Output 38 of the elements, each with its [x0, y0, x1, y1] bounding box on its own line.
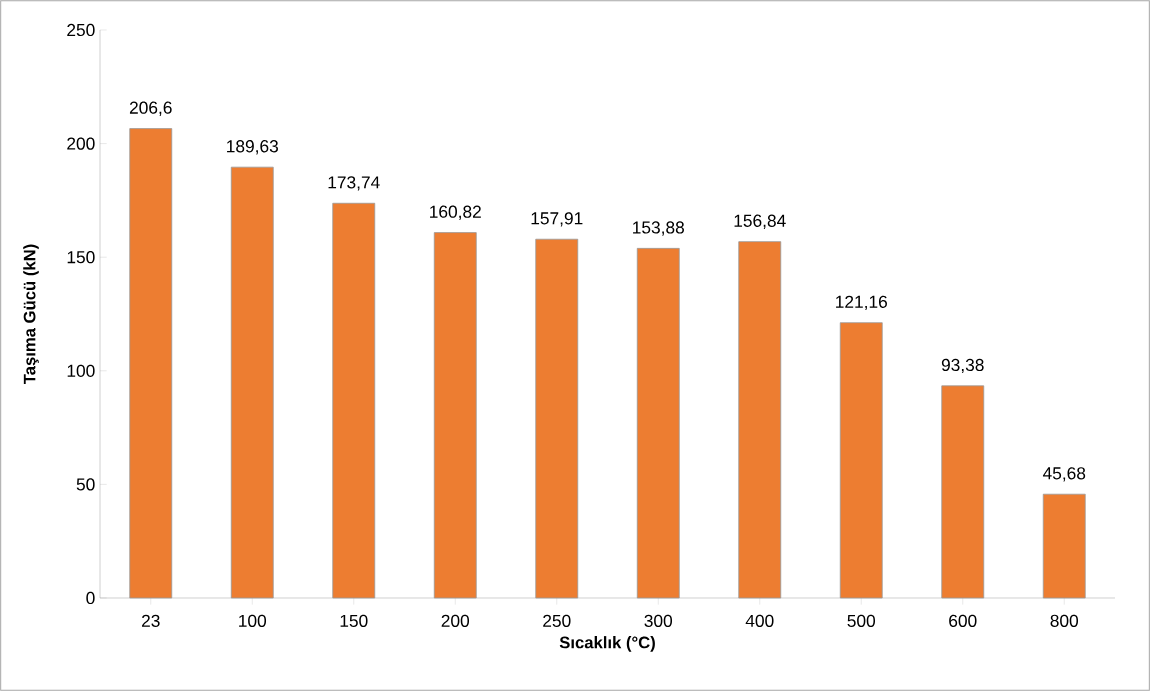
x-tick-label: 500 [847, 614, 876, 627]
bar [941, 385, 985, 599]
bar [230, 166, 274, 599]
data-label: 93,38 [941, 358, 984, 374]
data-label: 157,91 [531, 212, 583, 227]
data-label: 121,16 [836, 295, 887, 310]
y-tick-label: 150 [67, 251, 95, 264]
data-label: 153,88 [633, 221, 684, 236]
data-label: 156,84 [734, 214, 786, 229]
data-label: 189,63 [227, 140, 278, 155]
data-label: 160,82 [430, 205, 481, 220]
bar [332, 202, 376, 599]
bar [839, 322, 883, 599]
y-tick-label: 50 [76, 478, 95, 491]
bar [636, 247, 680, 599]
bar [738, 241, 782, 599]
data-label: 206,6 [129, 101, 172, 116]
x-tick-label: 200 [441, 614, 470, 627]
x-tick-label: 23 [141, 614, 160, 627]
x-tick-label: 250 [543, 614, 571, 627]
x-tick-label: 100 [239, 614, 267, 627]
y-axis-title: Taşıma Gücü (kN) [23, 244, 39, 385]
y-tick-label: 0 [86, 591, 95, 605]
x-tick-label: 300 [644, 614, 673, 627]
bar [129, 128, 173, 599]
data-label: 173,74 [328, 176, 380, 191]
bar [1042, 493, 1086, 599]
x-tick-label: 600 [949, 614, 977, 627]
x-tick-label: 400 [745, 614, 774, 627]
x-tick-label: 800 [1050, 614, 1079, 627]
x-tick-label: 150 [340, 614, 368, 627]
bar [433, 232, 477, 599]
y-tick-label: 200 [67, 137, 95, 150]
data-label: 45,68 [1042, 467, 1086, 482]
y-tick-label: 100 [67, 364, 95, 377]
x-axis-title: Sıcaklık (°C) [559, 636, 655, 652]
y-tick-label: 250 [67, 23, 95, 37]
bar [535, 238, 579, 599]
